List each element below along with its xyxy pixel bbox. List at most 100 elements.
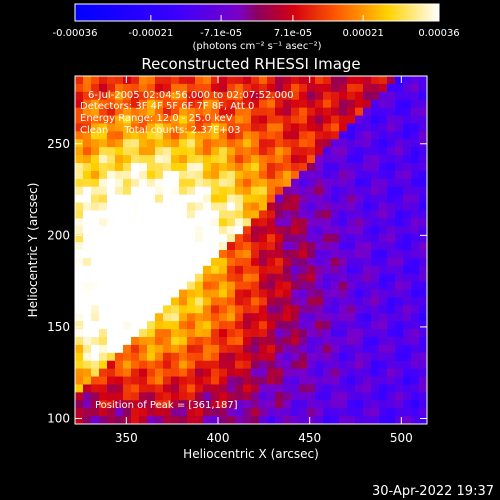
heatmap-cell	[187, 155, 196, 164]
heatmap-cell	[395, 242, 404, 251]
heatmap-cell	[299, 289, 308, 299]
annotation-detectors: Detectors: 3F 4F 5F 6F 7F 8F, Att 0	[80, 101, 254, 112]
heatmap-cell	[163, 155, 172, 164]
heatmap-cell	[299, 257, 308, 267]
heatmap-cell	[403, 250, 412, 259]
heatmap-cell	[147, 289, 156, 299]
heatmap-cell	[275, 226, 284, 235]
heatmap-cell	[395, 352, 404, 362]
heatmap-cell	[83, 76, 92, 85]
heatmap-cell	[371, 194, 380, 204]
heatmap-cell	[363, 416, 372, 424]
heatmap-cell	[155, 313, 164, 322]
heatmap-cell	[411, 337, 420, 346]
heatmap-cell	[83, 281, 92, 291]
heatmap-cell	[91, 392, 100, 401]
x-tick-label: 350	[115, 431, 138, 445]
heatmap-cell	[179, 123, 188, 132]
heatmap-cell	[227, 107, 236, 117]
heatmap-cell	[275, 344, 284, 354]
heatmap-cell	[187, 226, 196, 235]
heatmap-cell	[147, 360, 156, 370]
heatmap-cell	[75, 376, 84, 386]
heatmap-cell	[371, 163, 380, 172]
heatmap-cell	[379, 392, 388, 401]
heatmap-cell	[315, 131, 324, 140]
heatmap-cell	[243, 107, 252, 117]
heatmap-cell	[411, 273, 420, 283]
heatmap-cell	[307, 273, 316, 283]
heatmap-cell	[179, 91, 188, 101]
heatmap-cell	[347, 155, 356, 164]
heatmap-cell	[187, 400, 196, 409]
heatmap-cell	[331, 344, 340, 354]
heatmap-cell	[395, 281, 404, 291]
heatmap-cell	[283, 408, 292, 417]
heatmap-cell	[331, 234, 340, 243]
heatmap-cell	[139, 337, 148, 346]
heatmap-cell	[219, 83, 228, 93]
heatmap-cell	[171, 147, 180, 156]
heatmap-cell	[179, 337, 188, 346]
heatmap-cell	[243, 329, 252, 338]
heatmap-cell	[251, 384, 260, 393]
heatmap-cell	[123, 202, 132, 212]
heatmap-cell	[411, 250, 420, 259]
heatmap-cell	[171, 400, 180, 409]
heatmap-cell	[339, 289, 348, 299]
heatmap-cell	[123, 400, 132, 409]
heatmap-cell	[75, 305, 84, 314]
heatmap-cell	[331, 226, 340, 235]
heatmap-cell	[411, 131, 420, 140]
heatmap-cell	[227, 250, 236, 259]
heatmap-cell	[403, 329, 412, 338]
heatmap-cell	[379, 273, 388, 283]
heatmap-cell	[347, 83, 356, 93]
heatmap-cell	[227, 218, 236, 227]
heatmap-cell	[235, 289, 244, 299]
heatmap-image	[75, 76, 427, 424]
heatmap-cell	[371, 76, 380, 85]
heatmap-cell	[211, 147, 220, 156]
heatmap-cell	[299, 155, 308, 164]
heatmap-cell	[107, 368, 116, 378]
heatmap-cell	[291, 337, 300, 346]
heatmap-cell	[355, 352, 364, 362]
heatmap-cell	[131, 83, 140, 93]
heatmap-cell	[371, 321, 380, 330]
chart-title: Reconstructed RHESSI Image	[141, 55, 360, 73]
heatmap-cell	[371, 305, 380, 314]
heatmap-cell	[83, 163, 92, 172]
heatmap-cell	[403, 297, 412, 306]
heatmap-cell	[147, 170, 156, 180]
heatmap-cell	[139, 178, 148, 188]
heatmap-cell	[371, 202, 380, 212]
heatmap-cell	[107, 344, 116, 354]
heatmap-cell	[123, 257, 132, 267]
heatmap-cell	[323, 155, 332, 164]
heatmap-cell	[171, 392, 180, 401]
heatmap-cell	[243, 76, 252, 85]
heatmap-cell	[395, 376, 404, 386]
heatmap-cell	[347, 392, 356, 401]
heatmap-cell	[259, 416, 268, 424]
heatmap-cell	[195, 329, 204, 338]
heatmap-cell	[139, 155, 148, 164]
heatmap-cell	[139, 313, 148, 322]
heatmap-cell	[411, 408, 420, 417]
heatmap-cell	[131, 178, 140, 188]
heatmap-cell	[107, 123, 116, 132]
heatmap-cell	[347, 234, 356, 243]
heatmap-cell	[379, 76, 388, 85]
heatmap-cell	[251, 91, 260, 101]
heatmap-cell	[203, 376, 212, 386]
heatmap-cell	[307, 76, 316, 85]
heatmap-cell	[211, 155, 220, 164]
heatmap-cell	[243, 218, 252, 227]
heatmap-cell	[171, 76, 180, 85]
heatmap-cell	[243, 131, 252, 140]
heatmap-cell	[251, 360, 260, 370]
heatmap-cell	[251, 202, 260, 212]
heatmap-cell	[339, 186, 348, 196]
heatmap-cell	[139, 194, 148, 204]
